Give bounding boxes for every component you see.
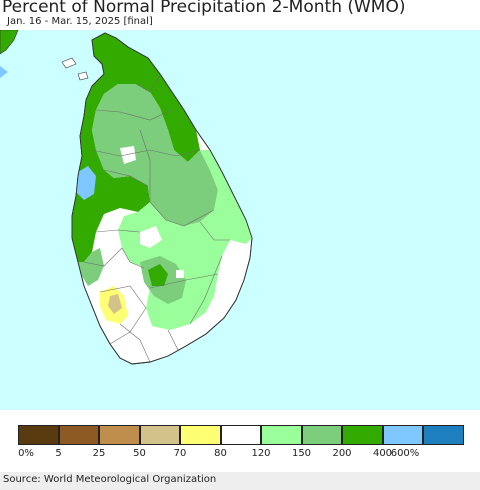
map-subtitle: Jan. 16 - Mar. 15, 2025 [final] [7, 16, 153, 27]
district-boundaries [83, 73, 230, 363]
sri-lanka-coastline [71, 32, 253, 365]
legend-swatches [18, 425, 464, 445]
legend-label-9: 400 [372, 448, 393, 459]
northern-island-1 [61, 57, 77, 69]
legend-swatch-10 [423, 425, 464, 445]
region-200-400-hills [148, 264, 168, 286]
precipitation-map [0, 30, 480, 410]
region-50-70-southwest [108, 294, 122, 314]
region-400-600-west [76, 166, 96, 200]
legend-label-7: 150 [291, 448, 312, 459]
legend: 0% 5 25 50 70 80 120 150 200 400 600% [0, 410, 480, 470]
source-text: Source: World Meteorological Organizatio… [3, 474, 217, 485]
region-80-120-north-pocket [120, 146, 136, 164]
region-150-200-west [78, 248, 104, 286]
legend-swatch-3 [139, 425, 180, 445]
legend-label-1: 5 [55, 448, 62, 459]
india-coast [0, 30, 19, 55]
legend-label-2: 25 [92, 448, 106, 459]
legend-label-0: 0% [18, 448, 34, 459]
legend-swatch-6 [261, 425, 302, 445]
legend-label-8: 200 [332, 448, 352, 459]
region-80-120-central-pocket [140, 226, 162, 248]
region-80-120-small [176, 270, 184, 278]
legend-swatch-2 [99, 425, 140, 445]
legend-swatch-5 [220, 425, 261, 445]
region-200-400-north [72, 33, 200, 262]
india-blue-patch [0, 66, 8, 78]
legend-swatch-9 [382, 425, 423, 445]
region-150-200-central [92, 84, 218, 226]
legend-label-10: 600% [390, 448, 420, 459]
legend-swatch-0 [18, 425, 59, 445]
map-title: Percent of Normal Precipitation 2-Month … [2, 0, 406, 17]
legend-swatch-8 [342, 425, 383, 445]
legend-label-3: 50 [133, 448, 146, 459]
source-bar: Source: World Meteorological Organizatio… [0, 472, 480, 490]
legend-label-4: 70 [173, 448, 187, 459]
legend-label-5: 80 [214, 448, 227, 459]
legend-swatch-1 [58, 425, 99, 445]
legend-label-6: 120 [251, 448, 271, 459]
legend-swatch-7 [301, 425, 342, 445]
northern-island-2 [77, 71, 89, 81]
legend-swatch-4 [180, 425, 221, 445]
